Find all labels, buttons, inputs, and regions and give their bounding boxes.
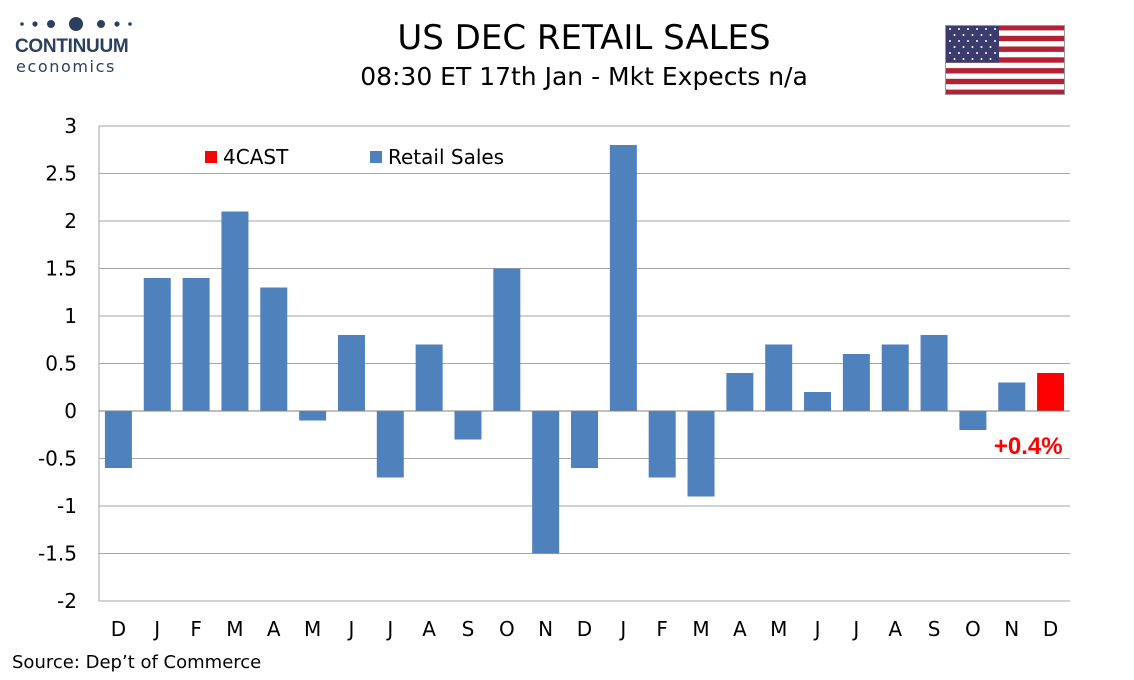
retail-sales-bar bbox=[415, 344, 443, 411]
x-tick-label: S bbox=[462, 617, 475, 641]
x-tick-label: O bbox=[965, 617, 981, 641]
x-tick-label: J bbox=[813, 617, 821, 641]
retail-sales-bar bbox=[454, 411, 482, 440]
retail-sales-bar bbox=[182, 278, 210, 411]
x-tick-label: J bbox=[152, 617, 160, 641]
legend-retail-sales-label: Retail Sales bbox=[388, 145, 504, 169]
y-tick-label: 1 bbox=[64, 304, 77, 328]
x-tick-label: M bbox=[692, 617, 709, 641]
x-tick-label: J bbox=[347, 617, 355, 641]
forecast-annotation: +0.4% bbox=[994, 433, 1063, 460]
retail-sales-bar bbox=[609, 145, 637, 411]
retail-sales-bar bbox=[998, 382, 1026, 411]
x-tick-label: S bbox=[928, 617, 941, 641]
y-tick-label: -0.5 bbox=[38, 447, 77, 471]
retail-sales-bar bbox=[337, 335, 365, 411]
y-tick-label: 2 bbox=[64, 209, 77, 233]
retail-sales-bar bbox=[376, 411, 404, 478]
x-tick-label: M bbox=[770, 617, 787, 641]
retail-sales-bar bbox=[104, 411, 132, 468]
source-note: Source: Dep’t of Commerce bbox=[12, 652, 262, 673]
y-tick-label: -1 bbox=[57, 494, 77, 518]
legend-4cast-label: 4CAST bbox=[223, 145, 289, 169]
y-tick-label: 0.5 bbox=[45, 352, 77, 376]
retail-sales-bar bbox=[571, 411, 598, 468]
x-tick-label: A bbox=[267, 617, 281, 641]
x-tick-label: F bbox=[656, 617, 668, 641]
retail-sales-bar bbox=[765, 344, 793, 411]
x-tick-label: N bbox=[1004, 617, 1019, 641]
retail-sales-bar bbox=[532, 411, 560, 554]
y-tick-label: 0 bbox=[64, 399, 77, 423]
x-tick-label: D bbox=[1043, 617, 1058, 641]
retail-sales-bar bbox=[260, 287, 288, 411]
chart-subtitle: 08:30 ET 17th Jan - Mkt Expects n/a bbox=[360, 62, 808, 91]
retail-sales-bar bbox=[221, 211, 249, 411]
retail-sales-bar bbox=[842, 354, 870, 411]
logo-subtitle: economics bbox=[16, 57, 116, 76]
x-tick-label: J bbox=[385, 617, 393, 641]
retail-sales-bar bbox=[881, 344, 909, 411]
retail-sales-bar bbox=[804, 392, 832, 411]
retail-sales-bar bbox=[299, 411, 327, 421]
x-tick-label: J bbox=[618, 617, 626, 641]
x-tick-label: J bbox=[851, 617, 859, 641]
x-tick-label: M bbox=[226, 617, 243, 641]
logo-dots-icon bbox=[20, 17, 132, 31]
retail-sales-chart: 32.521.510.50-0.5-1-1.5-2D J F M A M J J A S O N D J F… bbox=[38, 114, 1070, 641]
x-tick-label: A bbox=[733, 617, 747, 641]
x-tick-label: A bbox=[888, 617, 902, 641]
x-tick-label: A bbox=[422, 617, 436, 641]
x-tick-label: D bbox=[111, 617, 126, 641]
x-tick-label: M bbox=[304, 617, 321, 641]
y-tick-label: 2.5 bbox=[45, 162, 77, 186]
retail-sales-bar bbox=[687, 411, 715, 497]
continuum-logo: CONTINUUM economics bbox=[10, 14, 140, 76]
x-tick-label: O bbox=[499, 617, 515, 641]
legend-retail-sales-swatch bbox=[370, 151, 382, 163]
retail-sales-bar bbox=[143, 278, 171, 411]
legend-4cast-swatch bbox=[205, 151, 217, 163]
x-tick-label: F bbox=[190, 617, 202, 641]
retail-sales-bar bbox=[493, 268, 521, 411]
y-tick-label: 1.5 bbox=[45, 257, 77, 281]
chart-title: US DEC RETAIL SALES bbox=[397, 18, 771, 58]
retail-sales-bar bbox=[648, 411, 676, 478]
y-tick-label: -2 bbox=[57, 589, 77, 613]
logo-name: CONTINUUM bbox=[15, 36, 129, 57]
x-tick-label: D bbox=[577, 617, 592, 641]
retail-sales-bar bbox=[920, 335, 948, 411]
y-tick-label: -1.5 bbox=[38, 542, 77, 566]
us-flag-icon bbox=[945, 25, 1065, 95]
x-tick-label: N bbox=[538, 617, 553, 641]
forecast-bar bbox=[1037, 373, 1065, 411]
retail-sales-bar bbox=[726, 373, 754, 411]
retail-sales-bar bbox=[959, 411, 987, 430]
y-tick-label: 3 bbox=[64, 114, 77, 138]
